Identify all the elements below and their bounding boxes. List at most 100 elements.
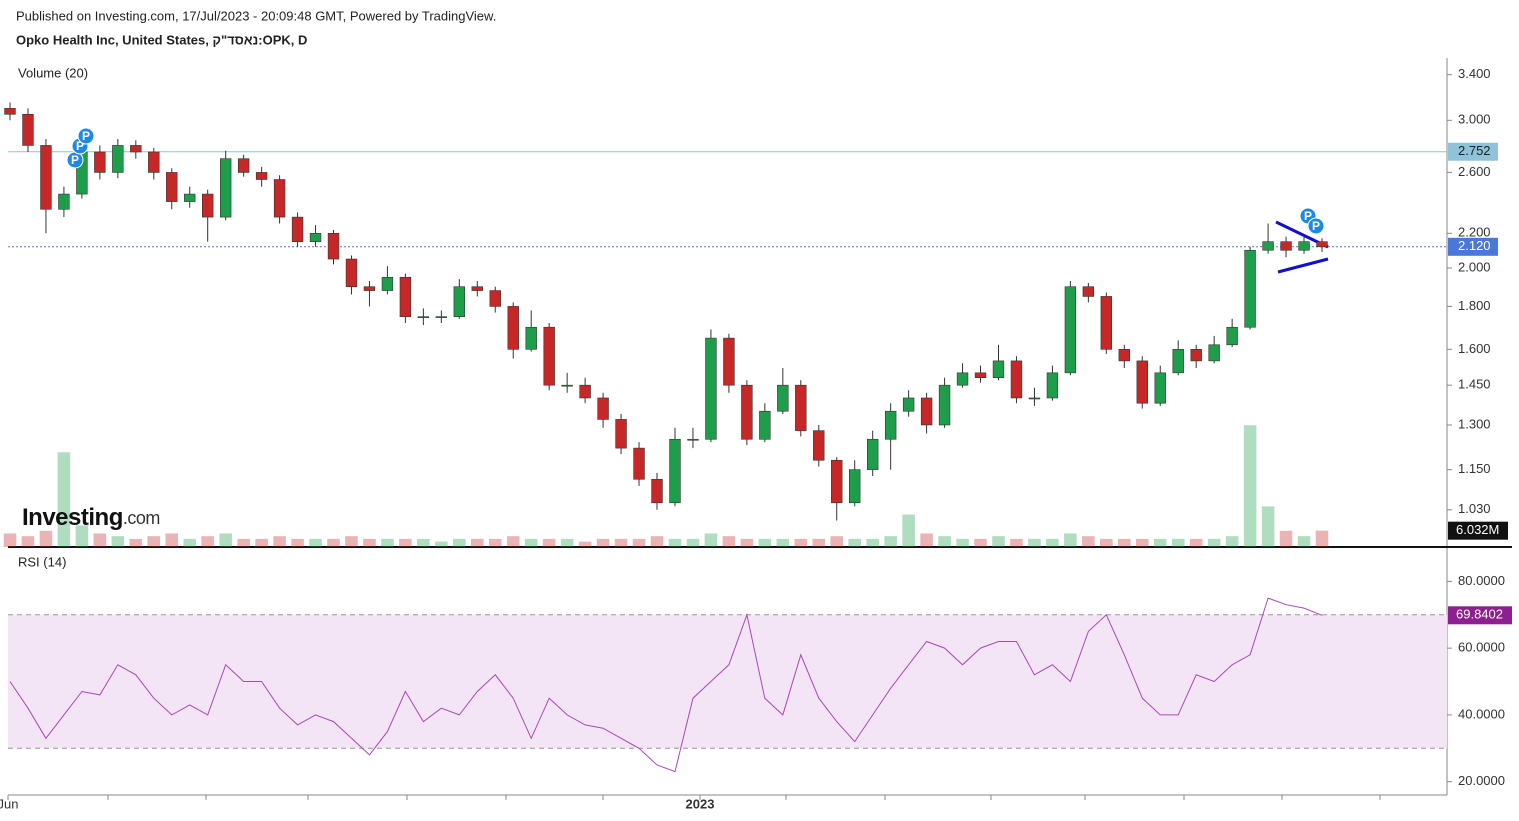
candle-body [1136,360,1148,404]
volume-bar [632,538,646,547]
candle-body [148,151,160,173]
volume-bar [686,538,700,547]
rsi-band [8,614,1447,749]
volume-bar [435,541,448,547]
volume-bar [704,533,718,547]
volume-bar [848,538,862,547]
volume-bar [506,536,520,547]
y-tick-label: 80.0000 [1458,573,1505,588]
y-tick-label: 1.150 [1458,461,1491,476]
volume-bar [309,538,322,547]
volume-bar [327,538,340,547]
y-tick-label: 2.000 [1458,259,1491,274]
volume-bar [399,538,412,547]
volume-bar [129,538,143,547]
y-tick-label: 2.600 [1458,164,1491,179]
logo: Investing.com [22,504,160,531]
volume-bar [1297,536,1311,547]
candle-body [1010,360,1023,399]
volume-last-box [1448,521,1508,540]
volume-bar [488,538,502,547]
rsi-title: RSI (14) [18,554,66,569]
volume-bar [1010,538,1023,547]
candle-body [1064,286,1077,374]
candle-body [1208,344,1220,362]
price-label-box [1448,237,1498,256]
volume-bar [524,538,538,547]
volume-bar [794,538,808,547]
candle-body [884,410,897,440]
volume-bar [1315,530,1329,547]
price-label: 2.120 [1458,238,1491,253]
y-tick-label: 40.0000 [1458,706,1505,721]
rsi-line [9,597,1323,773]
event-marker [77,127,95,145]
volume-bar [542,538,556,547]
y-tick-label: 1.030 [1458,501,1491,516]
price-label-box [1448,142,1498,161]
candle-body [938,384,951,426]
candle-body [435,316,448,318]
y-tick-label: 1.300 [1458,416,1491,431]
volume-bar [1028,538,1041,547]
candle-body [345,258,358,288]
candle-body [777,384,789,412]
volume-bar [992,536,1005,547]
candle-body [471,286,483,291]
price-label: 2.752 [1458,143,1491,158]
candle-body [543,326,555,386]
volume-bar [21,536,35,547]
x-tick-label: 2023 [686,796,715,811]
volume-bar [830,536,844,547]
candle-body [723,337,735,386]
candle-body [992,360,1005,379]
volume-bar [1135,538,1149,547]
candle-body [1244,249,1256,328]
candle-body [130,145,142,153]
candle-body [615,419,627,449]
volume-bar [578,541,592,547]
volume-bar [884,536,897,547]
candle-body [866,438,879,470]
candle-body [40,145,52,210]
candle-body [669,438,681,504]
volume-bar [614,538,628,547]
candle-body [1118,349,1130,362]
candle-body [705,337,717,440]
candle-body [453,286,466,317]
trendline [1277,257,1329,274]
candle-body [237,158,250,173]
candle-body [202,193,214,218]
logo-suffix: .com [123,508,160,528]
candle-body [1154,372,1166,404]
volume-bar [147,536,161,547]
candle-body [255,172,268,180]
volume-label: Volume (20) [18,65,88,80]
rsi-last-box [1448,606,1512,625]
volume-bar [3,533,17,547]
candle-body [633,447,645,480]
volume-bar [722,536,736,547]
volume-bar [1082,536,1095,547]
candle-body [1262,241,1274,251]
volume-bar [1153,538,1167,547]
volume-bar [453,538,466,547]
candle-body [273,179,286,218]
volume-bar [417,538,430,547]
volume-bar [75,525,89,547]
candle-body [399,276,412,317]
y-tick-label: 1.800 [1458,298,1491,313]
event-marker-label: P [71,153,79,167]
volume-bar [39,530,53,547]
candle-body [651,478,663,504]
candle-body [902,397,915,412]
candle-body [1028,397,1041,400]
candle-body [1226,326,1238,346]
volume-bar [920,533,933,547]
volume-last-label: 6.032M [1456,522,1499,537]
candle-body [184,193,196,202]
volume-bar [1243,425,1257,547]
candle-body [381,276,394,291]
candle-body [166,172,178,202]
candle-body [759,410,771,440]
